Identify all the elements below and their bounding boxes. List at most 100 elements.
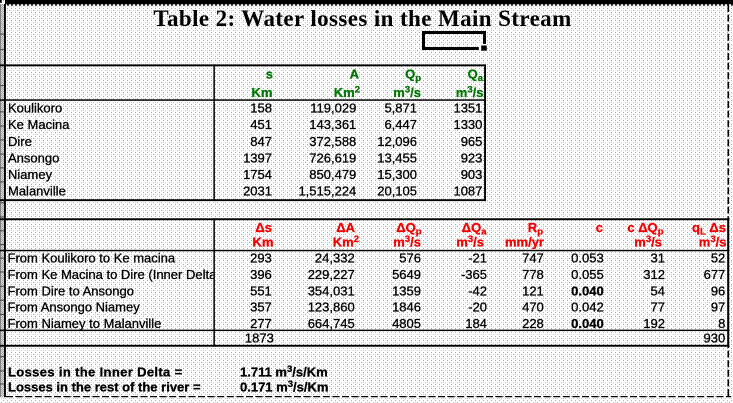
svg-text:15,300: 15,300	[377, 167, 417, 182]
svg-text:c: c	[596, 220, 603, 235]
svg-text:Km2: Km2	[334, 84, 360, 100]
svg-text:-20: -20	[468, 300, 487, 315]
svg-text:77: 77	[651, 300, 665, 315]
svg-text:1754: 1754	[243, 167, 272, 182]
svg-text:1087: 1087	[453, 184, 482, 199]
svg-text:850,479: 850,479	[309, 167, 356, 182]
svg-text:13,455: 13,455	[377, 150, 417, 165]
svg-text:Δs: Δs	[255, 220, 272, 235]
svg-text:54: 54	[651, 283, 665, 298]
svg-text:0.055: 0.055	[571, 267, 604, 282]
svg-text:312: 312	[643, 267, 665, 282]
svg-text:1873: 1873	[245, 330, 274, 345]
svg-text:Km2: Km2	[333, 234, 359, 250]
svg-text:576: 576	[399, 251, 421, 266]
svg-text:4805: 4805	[392, 316, 421, 331]
svg-text:Niamey: Niamey	[8, 167, 53, 182]
svg-text:0.171 m3/s/Km: 0.171 m3/s/Km	[240, 379, 328, 395]
svg-text:0.042: 0.042	[571, 300, 604, 315]
svg-text:A: A	[350, 66, 360, 81]
svg-text:121: 121	[522, 283, 544, 298]
svg-text:778: 778	[522, 267, 544, 282]
svg-text:From Koulikoro to Ke macina: From Koulikoro to Ke macina	[8, 251, 176, 266]
svg-text:451: 451	[250, 117, 272, 132]
svg-text:s: s	[266, 66, 273, 81]
svg-text:847: 847	[250, 134, 272, 149]
svg-text:97: 97	[711, 300, 725, 315]
svg-text:24,332: 24,332	[315, 251, 355, 266]
svg-text:0.053: 0.053	[571, 251, 604, 266]
svg-text:From Niamey to Malanville: From Niamey to Malanville	[8, 316, 162, 331]
svg-text:357: 357	[250, 300, 272, 315]
svg-text:12,096: 12,096	[377, 134, 417, 149]
svg-text:mm/yr: mm/yr	[505, 234, 544, 249]
svg-text:1359: 1359	[392, 283, 421, 298]
svg-text:1397: 1397	[243, 150, 272, 165]
svg-text:372,588: 372,588	[309, 134, 356, 149]
svg-text:0.040: 0.040	[571, 283, 604, 298]
svg-text:Table 2: Water losses in the M: Table 2: Water losses in the Main Stream	[153, 6, 571, 31]
svg-text:143,361: 143,361	[309, 117, 356, 132]
svg-text:903: 903	[461, 167, 483, 182]
svg-text:726,619: 726,619	[309, 150, 356, 165]
svg-text:965: 965	[461, 134, 483, 149]
svg-text:m3/s: m3/s	[393, 234, 421, 250]
svg-text:c ΔQp: c ΔQp	[627, 220, 663, 238]
svg-text:5649: 5649	[392, 267, 421, 282]
svg-text:96: 96	[711, 283, 725, 298]
svg-text:Ke Macina: Ke Macina	[8, 117, 70, 132]
svg-text:551: 551	[250, 283, 272, 298]
svg-text:m3/s: m3/s	[456, 234, 484, 250]
svg-text:277: 277	[250, 316, 272, 331]
svg-text:354,031: 354,031	[308, 283, 355, 298]
svg-text:20,105: 20,105	[377, 184, 417, 199]
svg-text:1351: 1351	[453, 101, 482, 116]
svg-text:923: 923	[461, 150, 483, 165]
svg-text:-365: -365	[461, 267, 487, 282]
svg-text:-42: -42	[468, 283, 487, 298]
svg-text:228: 228	[522, 316, 544, 331]
svg-text:747: 747	[522, 251, 544, 266]
svg-text:From Ke Macina to Dire (Inner: From Ke Macina to Dire (Inner Delta)	[8, 267, 221, 282]
svg-text:m3/s: m3/s	[393, 84, 421, 100]
svg-text:Ansongo: Ansongo	[8, 150, 59, 165]
svg-text:1330: 1330	[453, 117, 482, 132]
svg-text:1,515,224: 1,515,224	[298, 184, 356, 199]
svg-text:184: 184	[465, 316, 487, 331]
svg-text:0.040: 0.040	[571, 316, 604, 331]
svg-text:5,871: 5,871	[384, 101, 417, 116]
svg-text:930: 930	[703, 330, 725, 345]
svg-text:m3/s: m3/s	[456, 84, 484, 100]
svg-text:ΔQa: ΔQa	[462, 220, 487, 238]
svg-text:1846: 1846	[392, 300, 421, 315]
svg-text:-21: -21	[468, 251, 487, 266]
svg-text:293: 293	[250, 251, 272, 266]
svg-text:ΔA: ΔA	[336, 220, 355, 235]
svg-text:Koulikoro: Koulikoro	[8, 101, 62, 116]
svg-text:2031: 2031	[243, 184, 272, 199]
svg-text:123,860: 123,860	[308, 300, 355, 315]
svg-text:1.711 m3/s/Km: 1.711 m3/s/Km	[240, 364, 328, 380]
svg-text:664,745: 664,745	[308, 316, 355, 331]
svg-text:396: 396	[250, 267, 272, 282]
svg-text:158: 158	[250, 101, 272, 116]
svg-text:119,029: 119,029	[310, 101, 356, 116]
svg-text:52: 52	[711, 251, 725, 266]
svg-text:Km: Km	[253, 234, 274, 249]
svg-text:m3/s: m3/s	[699, 234, 727, 250]
svg-text:192: 192	[643, 316, 665, 331]
svg-text:677: 677	[704, 267, 726, 282]
svg-text:6,447: 6,447	[384, 117, 417, 132]
svg-text:Dire: Dire	[8, 134, 32, 149]
svg-text:229,227: 229,227	[308, 267, 355, 282]
svg-text:8: 8	[718, 316, 725, 331]
svg-text:m3/s: m3/s	[634, 234, 662, 250]
svg-text:470: 470	[522, 300, 544, 315]
svg-text:Malanville: Malanville	[8, 184, 66, 199]
svg-text:From Ansongo Niamey: From Ansongo Niamey	[8, 300, 141, 315]
svg-text:Km: Km	[252, 85, 273, 100]
svg-text:ΔQp: ΔQp	[396, 220, 421, 238]
svg-text:From Dire to Ansongo: From Dire to Ansongo	[8, 283, 134, 298]
svg-text:Losses in the rest of the rive: Losses in the rest of the river =	[8, 379, 201, 394]
svg-text:31: 31	[651, 251, 665, 266]
